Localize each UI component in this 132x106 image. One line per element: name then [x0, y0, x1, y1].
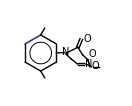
Text: O: O	[83, 34, 91, 44]
Text: O: O	[89, 49, 96, 59]
Text: N: N	[62, 47, 70, 57]
Text: N: N	[85, 59, 92, 69]
Text: O: O	[92, 61, 100, 71]
